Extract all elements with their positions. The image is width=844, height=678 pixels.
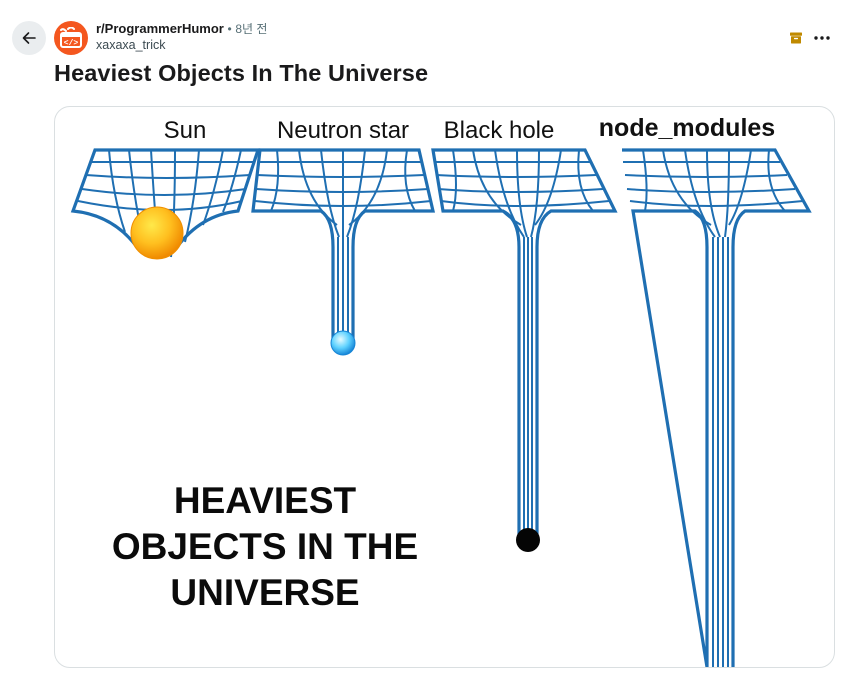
author-name[interactable]: xaxaxa_trick (96, 38, 166, 52)
more-options-button[interactable] (810, 26, 834, 50)
black-hole-ball (516, 528, 540, 552)
post-age: 8년 전 (235, 22, 268, 36)
node-modules-spacetime-grid (622, 148, 812, 667)
meme-image: Sun Neutron star Black hole node_modules (70, 114, 812, 667)
archive-icon[interactable] (789, 31, 803, 45)
label-neutron-star: Neutron star (277, 117, 409, 144)
black-hole-spacetime-grid (431, 148, 618, 539)
caption-line-2: OBJECTS IN THE (112, 526, 418, 567)
svg-text:</>: </> (64, 39, 79, 48)
back-arrow-icon (22, 32, 36, 44)
label-sun: Sun (164, 117, 207, 144)
back-button[interactable] (12, 21, 46, 55)
caption-line-1: HEAVIEST (174, 480, 357, 521)
label-node-modules: node_modules (599, 114, 775, 142)
post-title[interactable]: Heaviest Objects In The Universe (54, 60, 429, 86)
programmerhumor-logo-icon: </> (60, 27, 82, 48)
subreddit-avatar[interactable]: </> (54, 21, 88, 55)
meta-separator: • (227, 22, 232, 36)
sun-ball (130, 206, 184, 260)
neutron-star-ball (330, 330, 356, 356)
more-options-icon (814, 36, 830, 40)
post-meta: r/ProgrammerHumor • 8년 전 xaxaxa_trick (96, 21, 267, 53)
post-image[interactable]: Sun Neutron star Black hole node_modules (54, 106, 835, 668)
subreddit-name[interactable]: r/ProgrammerHumor (96, 21, 224, 36)
label-black-hole: Black hole (444, 117, 555, 144)
neutron-star-spacetime-grid (251, 148, 436, 355)
caption-line-3: UNIVERSE (170, 572, 359, 613)
